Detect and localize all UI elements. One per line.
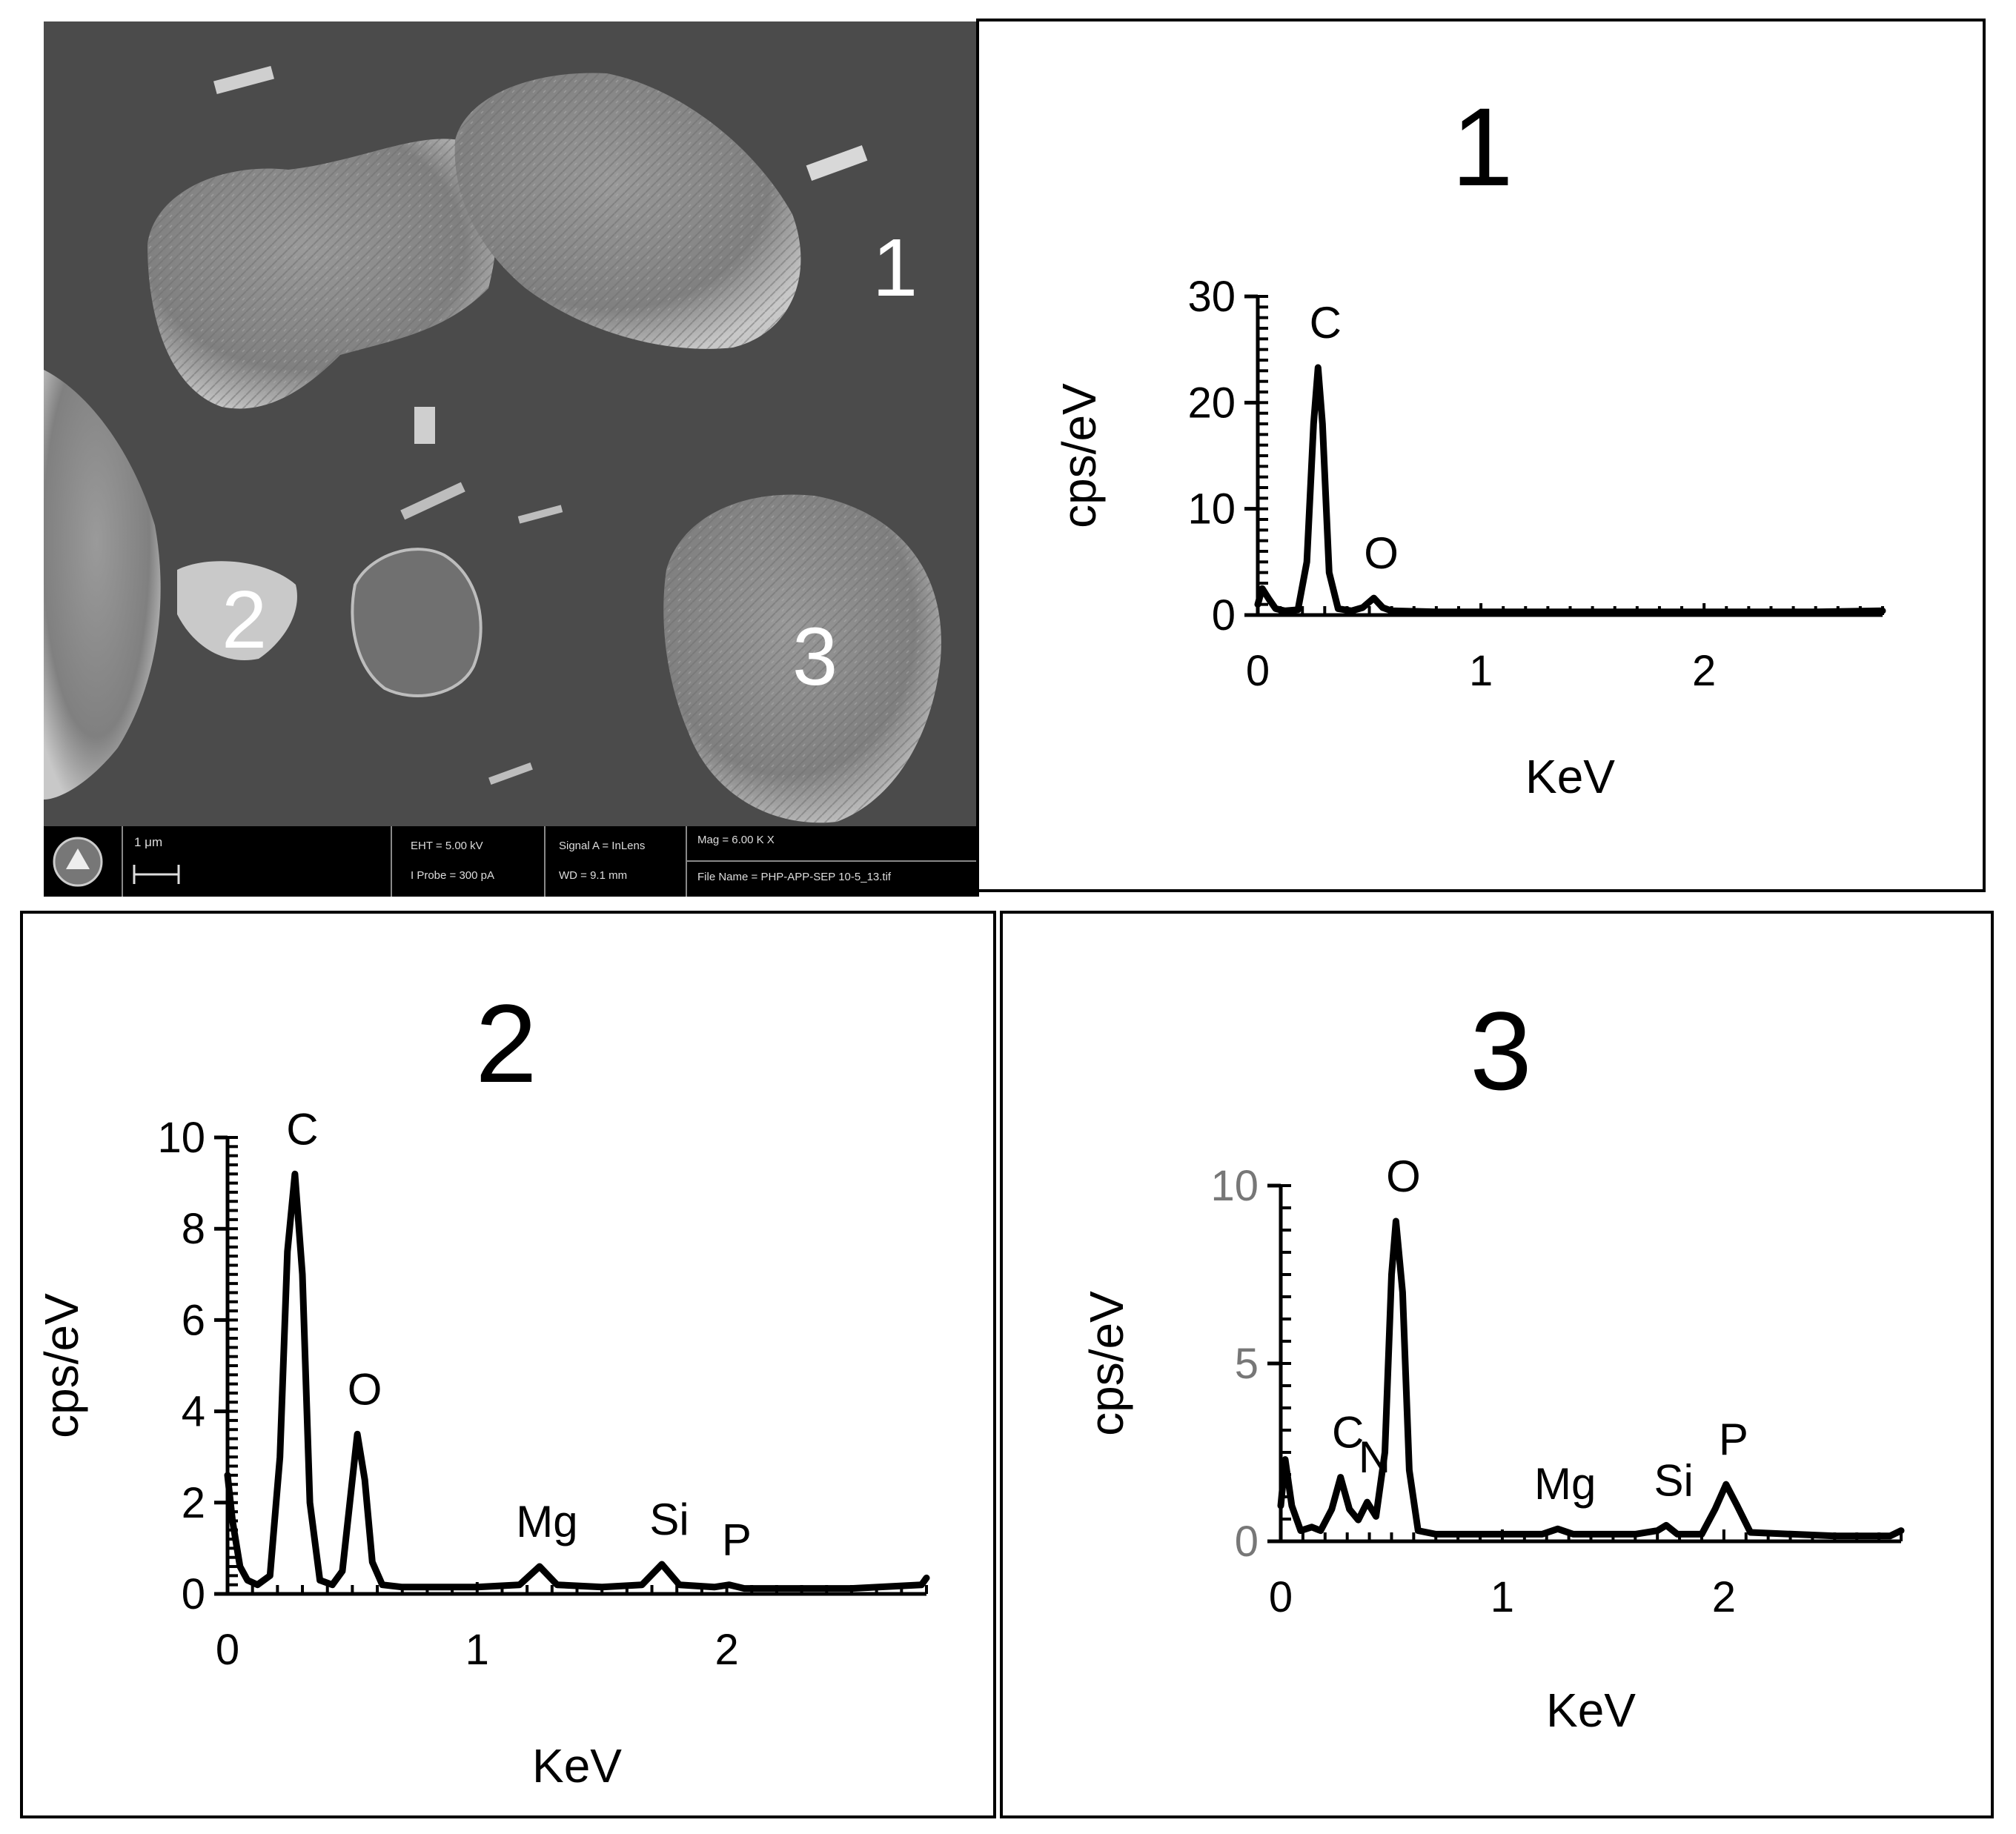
y-axis-label: cps/eV [35, 1293, 88, 1438]
sem-micrograph: 1 2 3 1 μm EHT = 5.00 kV I Probe = 300 p… [44, 21, 979, 897]
peak-label-o: O [348, 1364, 382, 1414]
spectrum-line [1254, 364, 1886, 616]
y-tick-label: 30 [1187, 273, 1236, 321]
y-axis-label: cps/eV [1052, 383, 1106, 528]
x-tick-label: 2 [1712, 1573, 1736, 1621]
y-tick-label: 20 [1187, 379, 1236, 427]
peak-label-p: P [722, 1515, 752, 1565]
x-axis-label: KeV [1546, 1684, 1636, 1737]
iprobe-value: I Probe = 300 pA [411, 869, 494, 882]
panel-3-frame [1000, 911, 1994, 1818]
y-tick-label: 6 [182, 1296, 205, 1344]
wd-value: WD = 9.1 mm [559, 869, 628, 882]
x-tick-label: 1 [465, 1626, 489, 1674]
sem-flake [177, 561, 297, 660]
eds-spectrum-2: 2 0 2 4 6 8 10 0 1 2 KeV cps/eV C O Mg Si P [35, 981, 930, 1793]
x-tick-label: 0 [1246, 647, 1270, 695]
microscope-logo-icon [53, 837, 103, 887]
y-tick-label: 8 [182, 1205, 205, 1253]
sem-image: 1 2 3 [44, 21, 979, 897]
peak-label-mg: Mg [516, 1497, 577, 1546]
panel-2-frame [20, 911, 996, 1818]
sem-pit [351, 548, 483, 697]
peak-label-o: O [1386, 1152, 1421, 1201]
y-tick-label: 5 [1235, 1340, 1259, 1388]
x-tick-label: 2 [714, 1626, 738, 1674]
spectrum-line [224, 1170, 930, 1592]
peak-label-c: C [1332, 1408, 1364, 1458]
x-tick-label: 0 [1269, 1573, 1293, 1621]
y-tick-label: 10 [1210, 1162, 1259, 1210]
y-tick-label: 10 [157, 1114, 205, 1162]
x-axis-label: KeV [1525, 750, 1615, 803]
chart-3-title: 3 [1470, 989, 1531, 1113]
x-tick-label: 1 [1491, 1573, 1514, 1621]
x-tick-label: 2 [1692, 647, 1716, 695]
spectrum-line [1277, 1217, 1905, 1540]
sem-grain [44, 370, 161, 800]
eht-value: EHT = 5.00 kV [411, 840, 483, 852]
peak-label-n: N [1359, 1432, 1390, 1482]
y-tick-label: 0 [182, 1570, 205, 1618]
y-tick-label: 0 [1212, 591, 1236, 639]
panel-1-frame [976, 19, 1986, 892]
mag-value: Mag = 6.00 K X [697, 834, 775, 846]
chart-2-title: 2 [475, 981, 537, 1106]
scale-bar-label: 1 μm [134, 835, 163, 849]
peak-label-si: Si [1654, 1455, 1693, 1505]
sem-region-label-2: 2 [222, 574, 267, 665]
eds-spectrum-3: 3 0 5 10 0 1 2 KeV cps/eV CN O Mg Si P [1080, 989, 1905, 1737]
scale-bar-icon [133, 865, 180, 884]
x-axis-label: KeV [532, 1739, 622, 1793]
sem-region-label-3: 3 [792, 611, 838, 702]
peak-label-c: C [286, 1104, 318, 1154]
sem-info-bar: 1 μm EHT = 5.00 kV I Probe = 300 pA Sign… [44, 826, 979, 897]
filename-value: File Name = PHP-APP-SEP 10-5_13.tif [697, 871, 892, 883]
y-tick-label: 10 [1187, 485, 1236, 534]
chart-1-title: 1 [1451, 84, 1513, 209]
y-tick-label: 2 [182, 1479, 205, 1527]
y-tick-label: 0 [1235, 1518, 1259, 1566]
y-axis-label: cps/eV [1080, 1291, 1133, 1436]
signal-value: Signal A = InLens [559, 840, 646, 852]
sem-region-label-1: 1 [872, 222, 918, 313]
x-tick-label: 0 [216, 1626, 239, 1674]
peak-label-si: Si [649, 1495, 689, 1544]
peak-label-c: C [1310, 298, 1342, 348]
x-tick-label: 1 [1469, 647, 1493, 695]
peak-label-o: O [1364, 528, 1399, 578]
peak-label-p: P [1719, 1415, 1748, 1464]
peak-label-mg: Mg [1534, 1459, 1596, 1509]
y-tick-label: 4 [182, 1388, 205, 1436]
